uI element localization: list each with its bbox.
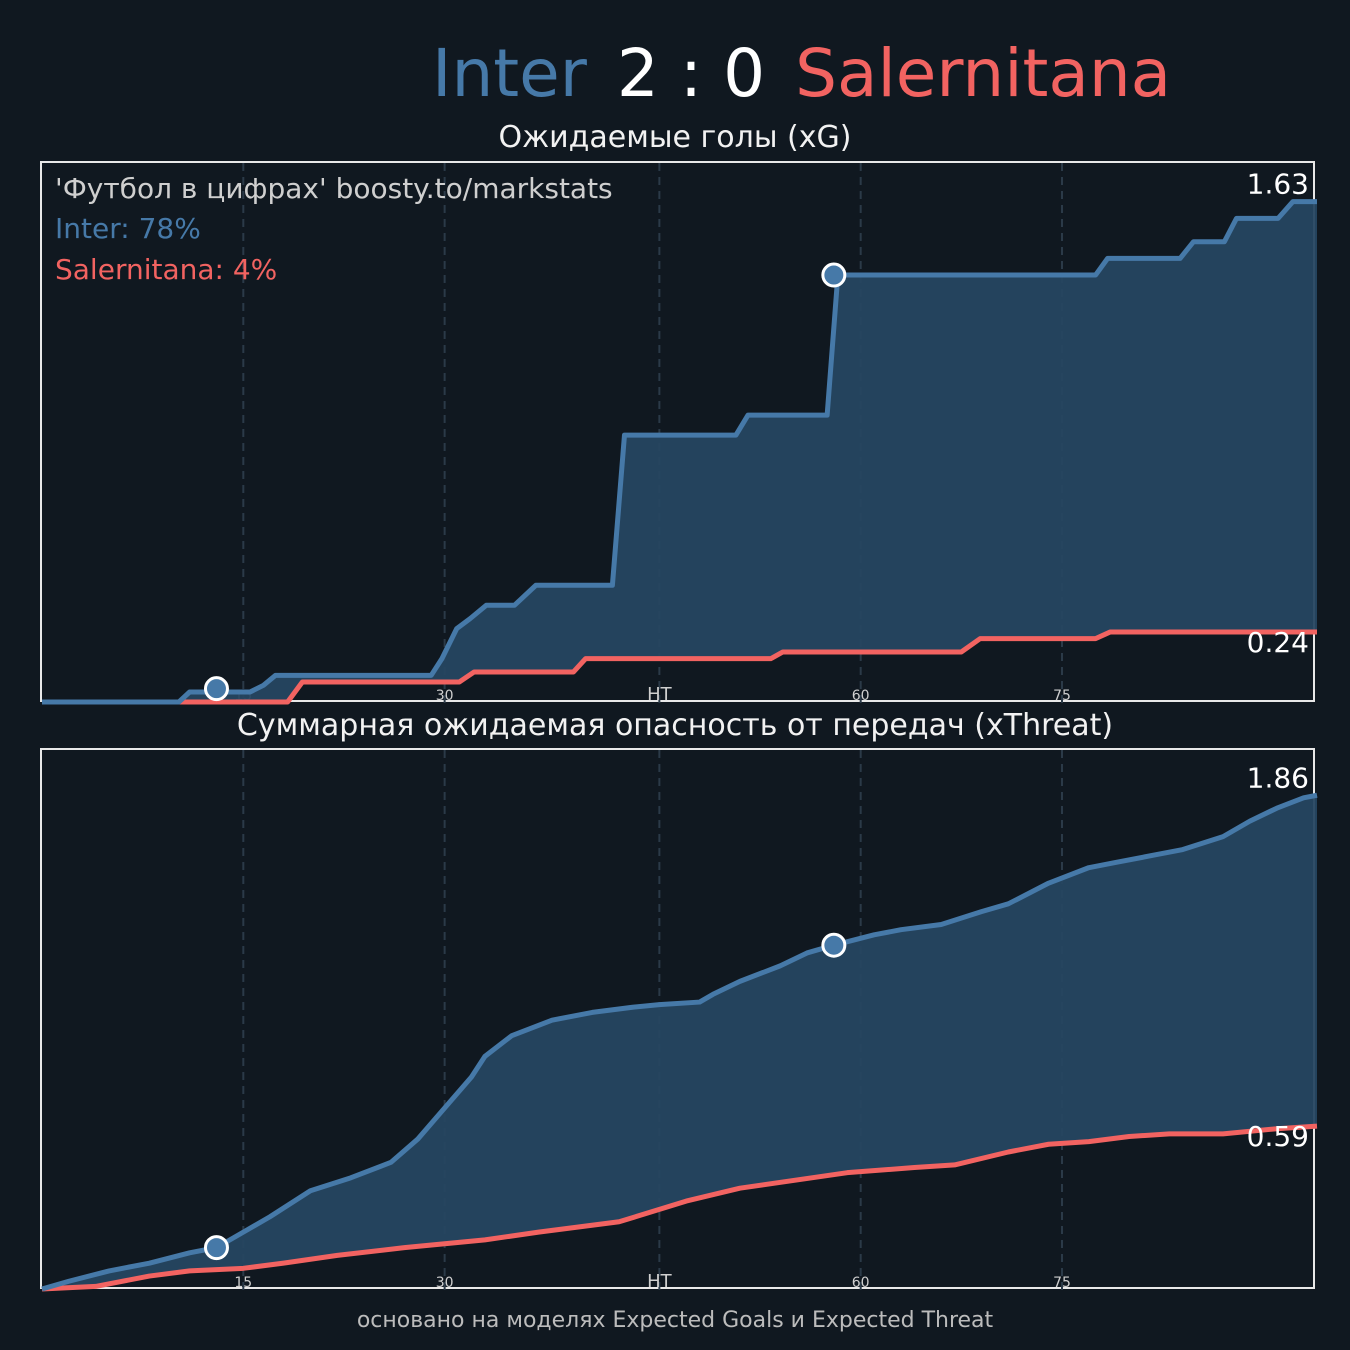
away-series-line — [42, 629, 1317, 705]
footer-note: основано на моделях Expected Goals и Exp… — [356, 1308, 994, 1333]
away-final-value: 0.24 — [1247, 626, 1309, 659]
goal-marker — [821, 932, 847, 958]
x-tick-label: 30 — [436, 1275, 454, 1291]
xg-chart-title: Ожидаемые голы (xG) — [498, 120, 852, 155]
home-area-fill — [42, 201, 1317, 702]
x-tick-label: HT — [647, 684, 673, 705]
x-tick-label: 30 — [436, 688, 454, 704]
xthreat-chart: 15 30 HT 60 75 1.86 0.59 — [41, 750, 1318, 1292]
x-tick-label: 15 — [234, 1275, 252, 1291]
home-team-name: Inter — [432, 34, 587, 112]
xthreat-chart-frame: 15 30 HT 60 75 1.86 0.59 — [40, 748, 1318, 1292]
xthreat-chart-title: Суммарная ожидаемая опасность от передач… — [236, 708, 1114, 743]
home-final-value: 1.63 — [1247, 168, 1309, 201]
home-area-fill — [42, 795, 1317, 1289]
away-win-probability: Salernitana: 4% — [55, 253, 278, 286]
goal-marker — [203, 676, 229, 702]
away-series-line — [41, 1123, 1318, 1292]
goal-marker — [203, 1235, 229, 1261]
home-win-probability: Inter: 78% — [55, 212, 201, 245]
home-final-value: 1.86 — [1247, 761, 1309, 794]
x-tick-label: HT — [647, 1271, 673, 1292]
match-score: 2 : 0 — [616, 34, 766, 112]
credit-text: 'Футбол в цифрах' boosty.to/markstats — [55, 172, 613, 205]
x-tick-label: 60 — [852, 688, 870, 704]
goal-marker — [821, 262, 847, 288]
home-series-line — [41, 792, 1318, 1292]
x-tick-label: 75 — [1053, 688, 1071, 704]
match-header: Inter 2 : 0 Salernitana — [0, 28, 1350, 118]
x-tick-label: 75 — [1053, 1275, 1071, 1291]
x-tick-label: 60 — [852, 1275, 870, 1291]
away-team-name: Salernitana — [795, 34, 1172, 112]
away-final-value: 0.59 — [1247, 1120, 1309, 1153]
home-series-line — [42, 199, 1317, 705]
